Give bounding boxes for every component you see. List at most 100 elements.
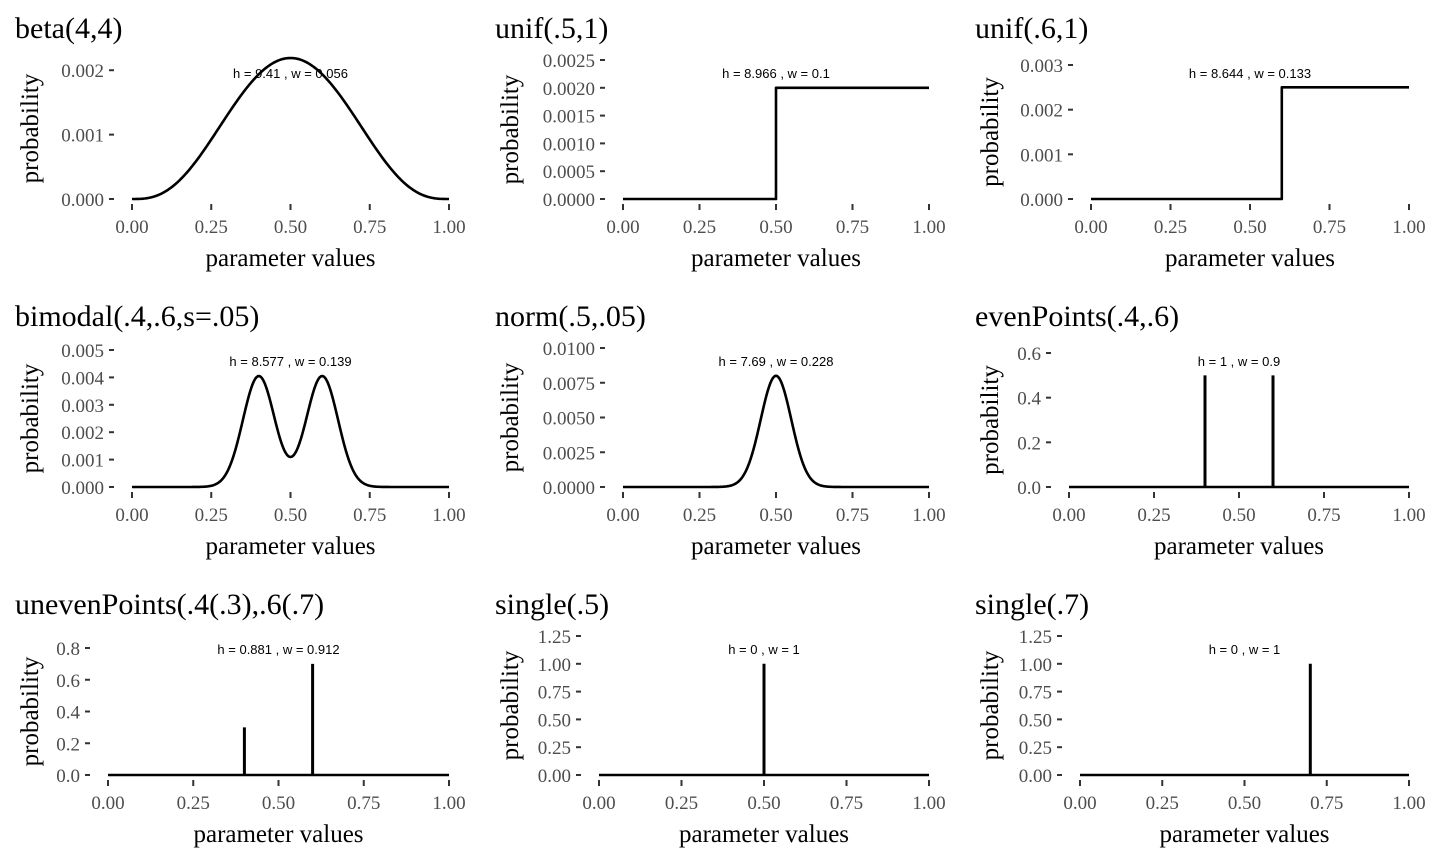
x-tick-label: 1.00 <box>1392 217 1425 238</box>
x-tick-label: 0.00 <box>606 505 639 526</box>
x-tick-label: 0.75 <box>353 505 386 526</box>
y-tick-label: 0.001 <box>61 451 104 472</box>
x-tick-label: 0.00 <box>115 505 148 526</box>
x-tick-label: 0.25 <box>683 217 716 238</box>
panel-2: unif(.5,1) h = 8.966 , w = 0.1 probability… <box>495 12 946 272</box>
x-tick-label: 0.50 <box>1228 793 1261 814</box>
panel-7: unevenPoints(.4(.3),.6(.7) h = 0.881 , w … <box>15 588 466 848</box>
x-axis-title: parameter values <box>1159 821 1329 848</box>
y-tick-label: 0.005 <box>61 341 104 362</box>
y-tick-label: 0.0 <box>1017 478 1041 499</box>
y-tick-label: 0.4 <box>56 703 80 724</box>
y-tick-label: 0.000 <box>61 478 104 499</box>
y-tick-label: 1.25 <box>538 627 571 648</box>
y-axis-title: probability <box>497 650 524 760</box>
x-tick-label: 0.50 <box>262 793 295 814</box>
x-tick-label: 1.00 <box>432 505 465 526</box>
y-tick-label: 0.004 <box>61 368 104 389</box>
x-tick-label: 0.75 <box>1307 505 1340 526</box>
y-tick-label: 0.000 <box>61 190 104 211</box>
x-tick-label: 0.00 <box>1074 217 1107 238</box>
x-tick-label: 0.75 <box>836 505 869 526</box>
y-tick-label: 0.0100 <box>543 339 595 360</box>
panel-3: unif(.6,1) h = 8.644 , w = 0.133 probabili… <box>975 12 1426 272</box>
x-tick-label: 0.75 <box>353 217 386 238</box>
x-tick-label: 0.50 <box>274 505 307 526</box>
panel-6: evenPoints(.4,.6) h = 1 , w = 0.9 probabil… <box>975 300 1426 560</box>
hw-annotation: h = 8.577 , w = 0.139 <box>229 354 351 369</box>
density-line <box>1091 86 1409 201</box>
panel-1: beta(4,4) h = 9.41 , w = 0.056 probability… <box>15 12 466 272</box>
panel-title: beta(4,4) <box>15 12 122 45</box>
panel-title: bimodal(.4,.6,s=.05) <box>15 300 259 333</box>
y-tick-label: 0.0015 <box>543 107 595 128</box>
hw-annotation: h = 8.966 , w = 0.1 <box>722 66 830 81</box>
y-tick-label: 0.6 <box>1017 344 1041 365</box>
y-tick-label: 0.2 <box>56 734 80 755</box>
panel-title: unif(.6,1) <box>975 12 1088 45</box>
y-tick-label: 0.000 <box>1020 190 1063 211</box>
y-tick-label: 0.4 <box>1017 389 1041 410</box>
y-axis-title: probability <box>17 363 44 473</box>
y-tick-label: 0.8 <box>56 639 80 660</box>
y-tick-label: 0.50 <box>538 710 571 731</box>
x-axis-title: parameter values <box>205 533 375 560</box>
y-axis-title: probability <box>17 73 44 183</box>
x-tick-label: 0.25 <box>683 505 716 526</box>
y-tick-label: 0.0050 <box>543 409 595 430</box>
y-tick-label: 0.2 <box>1017 433 1041 454</box>
hw-annotation: h = 8.644 , w = 0.133 <box>1189 66 1311 81</box>
hw-annotation: h = 7.69 , w = 0.228 <box>719 354 834 369</box>
x-tick-label: 0.00 <box>606 217 639 238</box>
x-tick-label: 0.75 <box>1313 217 1346 238</box>
panel-title: evenPoints(.4,.6) <box>975 300 1179 333</box>
y-tick-label: 0.003 <box>61 396 104 417</box>
x-tick-label: 1.00 <box>912 217 945 238</box>
x-tick-label: 1.00 <box>1392 793 1425 814</box>
panel-4: bimodal(.4,.6,s=.05) h = 8.577 , w = 0.13… <box>15 300 466 560</box>
y-tick-label: 0.002 <box>61 423 104 444</box>
y-tick-label: 0.002 <box>61 61 104 82</box>
y-tick-label: 0.00 <box>538 766 571 787</box>
panel-8: single(.5) h = 0 , w = 1 probability parame… <box>495 588 946 848</box>
y-tick-label: 0.0025 <box>543 51 595 72</box>
x-tick-label: 0.75 <box>830 793 863 814</box>
y-tick-label: 0.003 <box>1020 56 1063 77</box>
panel-title: unevenPoints(.4(.3),.6(.7) <box>15 588 324 621</box>
y-tick-label: 0.002 <box>1020 101 1063 122</box>
y-tick-label: 0.25 <box>538 738 571 759</box>
x-axis-title: parameter values <box>1165 245 1335 272</box>
x-tick-label: 0.00 <box>582 793 615 814</box>
x-tick-label: 0.25 <box>665 793 698 814</box>
x-axis-title: parameter values <box>205 245 375 272</box>
x-axis-title: parameter values <box>1154 533 1324 560</box>
x-tick-label: 0.50 <box>759 217 792 238</box>
panel-title: single(.7) <box>975 588 1089 621</box>
y-tick-label: 0.75 <box>538 683 571 704</box>
y-tick-label: 0.50 <box>1019 710 1052 731</box>
hw-annotation: h = 0.881 , w = 0.912 <box>217 642 339 657</box>
x-tick-label: 0.50 <box>1233 217 1266 238</box>
density-line <box>132 56 449 201</box>
hw-annotation: h = 9.41 , w = 0.056 <box>233 66 348 81</box>
panel-9: single(.7) h = 0 , w = 1 probability parame… <box>975 588 1426 848</box>
y-tick-label: 0.00 <box>1019 766 1052 787</box>
panel-5: norm(.5,.05) h = 7.69 , w = 0.228 probabil… <box>495 300 946 560</box>
x-tick-label: 0.00 <box>115 217 148 238</box>
x-tick-label: 0.75 <box>1310 793 1343 814</box>
x-tick-label: 1.00 <box>1392 505 1425 526</box>
y-tick-label: 0.75 <box>1019 683 1052 704</box>
x-tick-label: 1.00 <box>432 793 465 814</box>
density-line <box>623 86 929 201</box>
x-tick-label: 0.25 <box>177 793 210 814</box>
hw-annotation: h = 1 , w = 0.9 <box>1198 354 1280 369</box>
x-tick-label: 0.50 <box>1222 505 1255 526</box>
x-tick-label: 0.25 <box>1146 793 1179 814</box>
hw-annotation: h = 0 , w = 1 <box>728 642 800 657</box>
y-tick-label: 0.0 <box>56 766 80 787</box>
y-axis-title: probability <box>497 362 524 472</box>
panel-title: norm(.5,.05) <box>495 300 646 333</box>
y-axis-title: probability <box>977 650 1004 760</box>
hw-annotation: h = 0 , w = 1 <box>1209 642 1281 657</box>
